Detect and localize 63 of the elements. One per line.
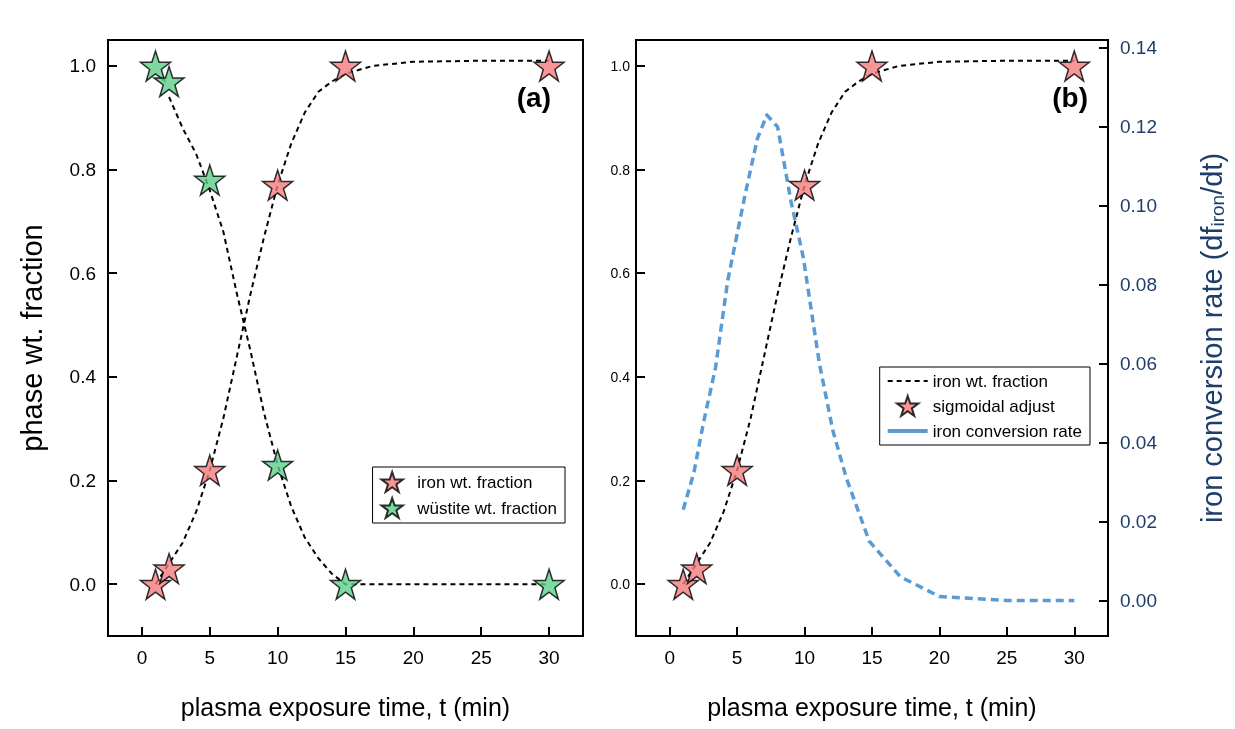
y-tick-label: 0.4 [69, 366, 97, 388]
x-tick-label: 10 [267, 647, 289, 668]
x-tick-label: 10 [794, 647, 816, 668]
y2-tick-label: 0.00 [1120, 589, 1157, 611]
point [788, 169, 821, 201]
point [329, 568, 362, 600]
legend-label: iron wt. fraction [417, 472, 533, 492]
x-tick-label: 0 [136, 647, 148, 668]
y-tick-label: 0.0 [610, 576, 631, 593]
y2-tick-label: 0.02 [1120, 511, 1157, 533]
x-tick-label: 15 [861, 647, 883, 668]
annotation: (b) [1052, 81, 1089, 113]
point [139, 568, 172, 600]
y2-tick-label: 0.12 [1120, 116, 1157, 138]
point [139, 50, 172, 82]
point [680, 552, 713, 585]
point [194, 164, 226, 196]
point [153, 65, 185, 98]
legend-label: iron conversion rate [932, 421, 1083, 441]
y-tick-label: 0.0 [69, 573, 96, 595]
point [261, 449, 294, 481]
y-tick-label: 0.4 [610, 368, 631, 385]
y-tick-label: 0.6 [69, 262, 96, 284]
y-axis-title: phase wt. fraction [15, 224, 48, 452]
legend-label: sigmoidal adjust [932, 396, 1055, 416]
point [329, 50, 362, 82]
y-tick-label: 0.2 [610, 472, 631, 489]
x-tick-label: 20 [928, 647, 950, 668]
point [667, 568, 699, 600]
point [856, 50, 888, 82]
x-tick-label: 15 [334, 647, 357, 668]
x-tick-label: 25 [996, 647, 1018, 668]
x-tick-label: 20 [402, 647, 424, 668]
y2-tick-label: 0.10 [1120, 195, 1157, 217]
y2-tick-label: 0.14 [1120, 37, 1158, 59]
point [194, 454, 226, 486]
x-tick-label: 0 [664, 647, 675, 668]
y-tick-label: 0.2 [69, 470, 96, 492]
x-tick-label: 5 [731, 647, 743, 668]
x-tick-label: 30 [1063, 647, 1085, 668]
y-tick-label: 1.0 [69, 55, 96, 77]
point [1058, 50, 1091, 82]
point [153, 552, 185, 585]
annotation: (a) [516, 81, 552, 113]
y2-tick-label: 0.06 [1120, 353, 1157, 375]
point [533, 568, 565, 600]
y-tick-label: 0.6 [610, 265, 631, 282]
point [261, 169, 294, 201]
x-axis-title: plasma exposure time, t (min) [180, 692, 511, 721]
y2-axis-title: iron conversion rate (dfiron/dt) [1195, 152, 1228, 524]
x-tick-label: 5 [204, 647, 216, 668]
x-tick-label: 30 [538, 647, 560, 668]
x-axis-title: plasma exposure time, t (min) [707, 692, 1037, 721]
x-tick-label: 25 [470, 647, 492, 668]
legend-label: iron wt. fraction [932, 371, 1048, 391]
point [533, 50, 565, 82]
legend-label: wüstite wt. fraction [416, 498, 557, 518]
y2-tick-label: 0.04 [1120, 432, 1158, 454]
y-tick-label: 0.8 [69, 159, 96, 181]
point [721, 454, 753, 486]
y-tick-label: 1.0 [610, 57, 631, 74]
y-tick-label: 0.8 [610, 161, 631, 178]
y2-tick-label: 0.08 [1120, 274, 1157, 296]
